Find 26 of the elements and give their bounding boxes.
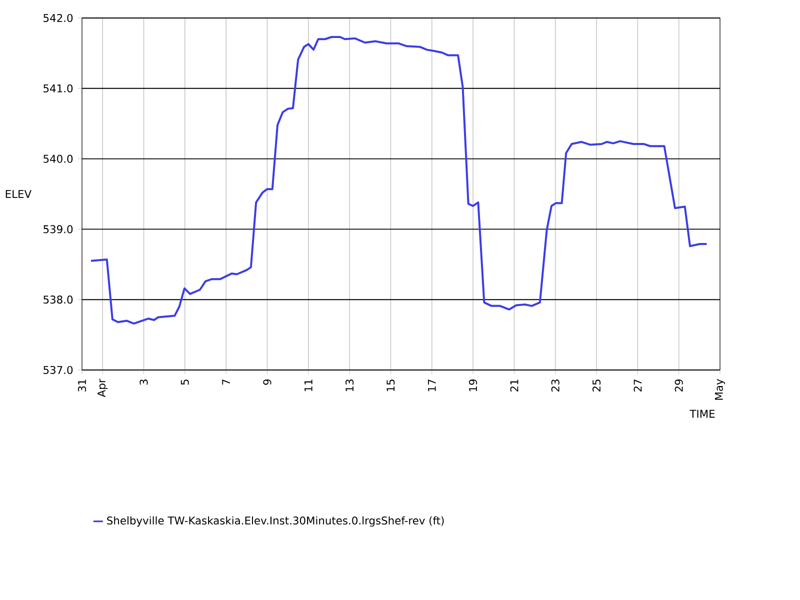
x-axis-title: TIME [690, 410, 715, 418]
x-tick-label: 25 [592, 380, 601, 392]
x-tick-label: Apr [98, 378, 108, 398]
x-tick-label: 17 [428, 380, 436, 392]
x-tick-label: 11 [304, 380, 312, 392]
y-tick-label: 538.0 [44, 296, 73, 304]
x-tick-label: 5 [180, 380, 189, 385]
x-tick-label: 15 [386, 380, 395, 392]
x-tick-label: 9 [263, 379, 272, 385]
x-tick-label: 13 [346, 380, 354, 392]
x-tick-label: 7 [222, 380, 230, 385]
y-tick-label: 537.0 [44, 366, 73, 374]
y-axis-title: ELEV [6, 190, 32, 198]
x-tick-label: 3 [140, 380, 148, 385]
x-tick-label: May [715, 379, 725, 400]
y-tick-label: 542.0 [44, 14, 73, 22]
x-tick-label: 27 [634, 380, 642, 392]
y-tick-label: 539.0 [44, 225, 73, 234]
x-tick-label: 21 [510, 380, 518, 392]
legend-label: Shelbyville TW-Kaskaskia.Elev.Inst.30Minutes.0.lrgsShef-rev (ft) [107, 516, 444, 527]
x-tick-label: 23 [551, 380, 560, 392]
x-tick-label: 29 [674, 379, 683, 392]
x-tick-label: 31 [78, 380, 86, 392]
y-tick-label: 540.0 [44, 154, 73, 163]
y-tick-label: 541.0 [44, 84, 73, 92]
x-tick-label: 19 [468, 379, 478, 392]
